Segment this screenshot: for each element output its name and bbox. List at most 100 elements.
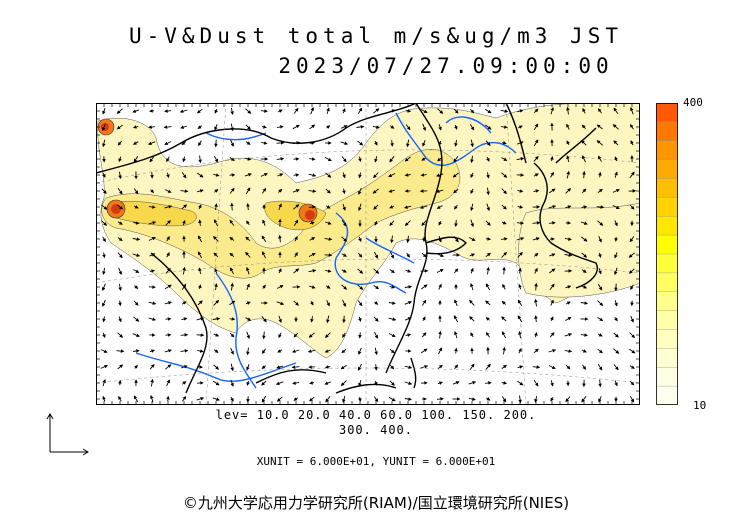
- wind-arrow: [470, 283, 474, 291]
- wind-arrow: [148, 317, 157, 321]
- colorbar: [656, 103, 678, 405]
- dust-wind-map: [96, 103, 640, 405]
- wind-arrow: [117, 187, 123, 195]
- wind-arrow: [501, 172, 508, 178]
- wind-arrow: [229, 157, 235, 162]
- dust-region-light: [97, 103, 640, 359]
- wind-arrow: [149, 253, 156, 257]
- wind-arrow: [278, 203, 282, 211]
- wind-arrow: [388, 301, 396, 305]
- wind-arrow: [374, 251, 379, 259]
- wind-arrow: [501, 141, 507, 145]
- wind-arrow: [276, 365, 284, 369]
- wind-arrow: [357, 363, 362, 371]
- wind-arrow: [246, 364, 250, 371]
- wind-arrow: [292, 381, 300, 385]
- wind-arrow: [501, 381, 508, 385]
- wind-arrow: [342, 172, 346, 179]
- colorbar-swatch: [656, 197, 678, 217]
- wind-arrow: [213, 364, 220, 370]
- wind-arrow: [389, 155, 395, 163]
- wind-arrow: [148, 221, 157, 225]
- wind-arrow: [118, 395, 122, 402]
- wind-arrow: [438, 124, 442, 131]
- wind-arrow: [534, 332, 538, 338]
- wind-arrow: [629, 171, 635, 179]
- wind-arrow: [388, 173, 396, 177]
- wind-arrow: [549, 332, 555, 338]
- wind-arrow: [389, 220, 395, 226]
- colorbar-swatch: [656, 272, 678, 293]
- wind-arrow: [180, 189, 189, 193]
- wind-arrow: [198, 140, 202, 147]
- wind-arrow: [580, 221, 588, 225]
- wind-arrow: [548, 349, 557, 353]
- colorbar-swatch: [656, 348, 678, 368]
- wind-arrow: [612, 124, 619, 130]
- wind-arrow: [485, 283, 490, 291]
- wind-arrow: [454, 299, 458, 307]
- wind-arrow: [598, 252, 602, 258]
- wind-arrow: [421, 220, 427, 226]
- wind-arrow: [229, 219, 235, 226]
- wind-arrow: [246, 347, 250, 356]
- wind-arrow: [198, 284, 202, 290]
- wind-arrow: [596, 205, 605, 209]
- wind-arrow: [597, 108, 602, 114]
- wind-arrow: [564, 333, 573, 337]
- wind-arrow: [501, 221, 507, 225]
- wind-arrow: [484, 124, 492, 130]
- wind-arrow: [468, 237, 476, 241]
- wind-arrow: [182, 395, 187, 402]
- wind-arrow: [566, 170, 570, 179]
- wind-arrow: [389, 348, 395, 354]
- wind-arrow: [438, 140, 442, 146]
- wind-arrow: [374, 380, 378, 386]
- wind-arrow: [245, 157, 252, 161]
- wind-arrow: [564, 237, 572, 241]
- wind-arrow: [598, 171, 602, 178]
- rivers: [135, 112, 517, 389]
- wind-arrow: [470, 155, 474, 164]
- wind-arrow: [485, 140, 491, 146]
- wind-arrow: [197, 300, 203, 306]
- wind-arrow: [517, 315, 523, 323]
- wind-arrow: [196, 317, 205, 321]
- wind-arrow: [246, 220, 250, 226]
- wind-arrow: [453, 315, 459, 323]
- wind-arrow: [132, 141, 139, 145]
- wind-arrow: [470, 172, 474, 179]
- wind-arrow: [277, 349, 283, 353]
- wind-arrow: [101, 204, 108, 210]
- wind-arrow: [549, 283, 555, 291]
- wind-arrow: [389, 380, 395, 386]
- wind-arrow: [598, 236, 602, 243]
- wind-arrow: [358, 316, 362, 322]
- wind-arrow: [436, 205, 443, 209]
- title-line-2: 2023/07/27.09:00:00: [278, 54, 614, 78]
- wind-arrow: [580, 301, 589, 305]
- wind-arrow: [582, 155, 586, 163]
- wind-arrow: [501, 364, 507, 369]
- wind-arrow: [468, 381, 477, 385]
- wind-arrow: [164, 189, 172, 193]
- wind-arrow: [276, 285, 284, 289]
- wind-arrow: [102, 252, 106, 259]
- wind-arrow: [165, 364, 172, 370]
- wind-arrow: [230, 107, 234, 115]
- wind-arrow: [164, 141, 172, 145]
- wind-arrow: [566, 155, 570, 163]
- wind-arrow: [165, 267, 171, 274]
- wind-arrow: [358, 379, 362, 387]
- wind-arrow: [133, 395, 139, 403]
- wind-arrow: [501, 125, 508, 129]
- wind-arrow: [534, 282, 538, 291]
- wind-arrow: [100, 349, 108, 353]
- wind-arrow: [469, 124, 475, 131]
- wind-arrow: [102, 236, 106, 243]
- wind-arrow: [486, 156, 490, 162]
- wind-arrow: [581, 252, 588, 258]
- wind-arrow: [148, 125, 155, 129]
- wind-arrow: [438, 220, 442, 226]
- wind-arrow: [132, 109, 140, 113]
